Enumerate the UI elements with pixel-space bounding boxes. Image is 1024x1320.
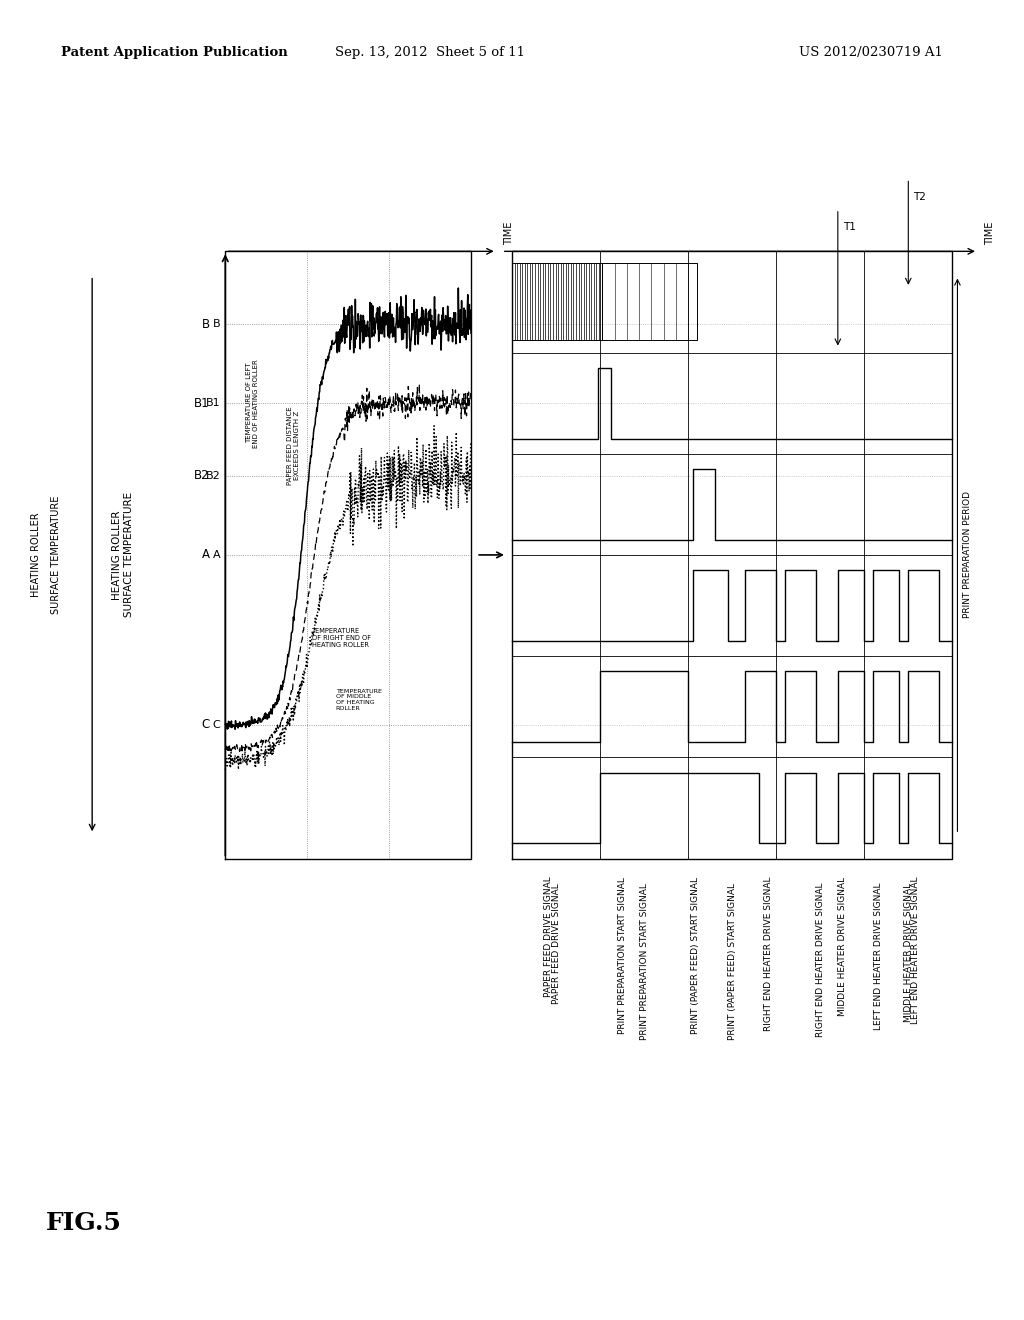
Text: LEFT END HEATER DRIVE SIGNAL: LEFT END HEATER DRIVE SIGNAL (874, 883, 884, 1031)
Text: C: C (202, 718, 210, 731)
Text: B1: B1 (195, 396, 210, 409)
Text: T1: T1 (843, 222, 856, 232)
Text: TIME: TIME (985, 222, 995, 246)
Text: TEMPERATURE
OF RIGHT END OF
HEATING ROLLER: TEMPERATURE OF RIGHT END OF HEATING ROLL… (312, 628, 372, 648)
Text: SURFACE TEMPERATURE: SURFACE TEMPERATURE (51, 496, 61, 614)
Text: PRINT PREPARATION PERIOD: PRINT PREPARATION PERIOD (963, 491, 972, 619)
Text: B1: B1 (206, 399, 220, 408)
Text: MIDDLE HEATER DRIVE SIGNAL: MIDDLE HEATER DRIVE SIGNAL (904, 883, 912, 1022)
Text: PRINT (PAPER FEED) START SIGNAL: PRINT (PAPER FEED) START SIGNAL (691, 876, 700, 1034)
Text: C: C (212, 719, 220, 730)
Text: RIGHT END HEATER DRIVE SIGNAL: RIGHT END HEATER DRIVE SIGNAL (816, 883, 824, 1038)
Text: Sep. 13, 2012  Sheet 5 of 11: Sep. 13, 2012 Sheet 5 of 11 (335, 46, 525, 59)
Text: B2: B2 (195, 470, 210, 483)
Text: PAPER FEED DISTANCE
EXCEEDS LENGTH Z: PAPER FEED DISTANCE EXCEEDS LENGTH Z (287, 407, 300, 484)
Text: TEMPERATURE OF LEFT
END OF HEATING ROLLER: TEMPERATURE OF LEFT END OF HEATING ROLLE… (246, 359, 259, 447)
Text: TIME: TIME (504, 222, 514, 246)
Text: B: B (202, 318, 210, 331)
Text: HEATING ROLLER: HEATING ROLLER (31, 512, 41, 597)
Text: PRINT (PAPER FEED) START SIGNAL: PRINT (PAPER FEED) START SIGNAL (728, 883, 736, 1040)
Text: B2: B2 (206, 471, 220, 480)
Text: PAPER FEED DRIVE SIGNAL: PAPER FEED DRIVE SIGNAL (552, 883, 560, 1003)
Text: MIDDLE HEATER DRIVE SIGNAL: MIDDLE HEATER DRIVE SIGNAL (838, 876, 847, 1016)
Text: T2: T2 (913, 191, 927, 202)
Text: LEFT END HEATER DRIVE SIGNAL: LEFT END HEATER DRIVE SIGNAL (911, 876, 921, 1024)
Text: PRINT PREPARATION START SIGNAL: PRINT PREPARATION START SIGNAL (617, 876, 627, 1034)
Text: A: A (213, 550, 220, 560)
Text: HEATING ROLLER
SURFACE TEMPERATURE: HEATING ROLLER SURFACE TEMPERATURE (112, 492, 134, 618)
Text: FIG.5: FIG.5 (46, 1210, 122, 1234)
Text: PAPER FEED DRIVE SIGNAL: PAPER FEED DRIVE SIGNAL (544, 876, 553, 998)
Text: RIGHT END HEATER DRIVE SIGNAL: RIGHT END HEATER DRIVE SIGNAL (764, 876, 773, 1031)
Text: US 2012/0230719 A1: US 2012/0230719 A1 (799, 46, 943, 59)
Text: B: B (213, 319, 220, 329)
Text: A: A (202, 548, 210, 561)
Text: TEMPERATURE
OF MIDDLE
OF HEATING
ROLLER: TEMPERATURE OF MIDDLE OF HEATING ROLLER (336, 689, 382, 711)
Text: Patent Application Publication: Patent Application Publication (61, 46, 288, 59)
Text: PRINT PREPARATION START SIGNAL: PRINT PREPARATION START SIGNAL (640, 883, 648, 1040)
